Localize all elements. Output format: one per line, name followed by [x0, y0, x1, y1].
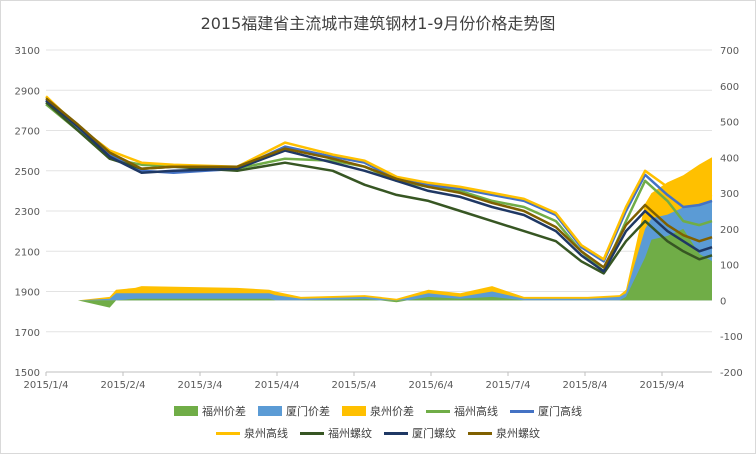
left-tick-label: 2300	[15, 207, 40, 218]
right-tick-label: 400	[720, 153, 739, 164]
legend-row: 福州价差 厦门价差 泉州价差 福州高线 厦门高线	[0, 400, 756, 422]
legend-label: 泉州价差	[370, 405, 414, 418]
legend-label: 泉州高线	[244, 427, 288, 440]
grid-lines	[46, 49, 712, 373]
right-tick-label: -200	[720, 368, 743, 379]
left-tick-label: 3100	[15, 46, 40, 57]
right-tick-label: -100	[720, 332, 743, 343]
right-tick-label: 200	[720, 225, 739, 236]
legend-item: 福州高线	[426, 403, 498, 419]
left-tick-label: 1500	[15, 368, 40, 379]
left-tick-label: 2100	[15, 247, 40, 258]
area-series-0	[46, 157, 712, 301]
legend-item: 厦门价差	[258, 403, 330, 419]
line-series-2	[45, 95, 713, 261]
right-tick-label: 300	[720, 189, 739, 200]
legend-item: 福州螺纹	[300, 425, 372, 441]
x-tick-label: 2015/1/4	[24, 380, 69, 391]
legend-label: 厦门高线	[538, 405, 582, 418]
legend-label: 福州高线	[454, 405, 498, 418]
legend-swatch	[510, 409, 534, 413]
price-lines	[45, 95, 713, 275]
legend-item: 厦门螺纹	[384, 425, 456, 441]
x-tick-label: 2015/4/4	[255, 380, 300, 391]
chart-title: 2015福建省主流城市建筑钢材1-9月份价格走势图	[200, 14, 556, 33]
x-tick-label: 2015/3/4	[178, 380, 223, 391]
legend-item: 厦门高线	[510, 403, 582, 419]
area-series-2	[46, 228, 712, 308]
legend-swatch	[174, 406, 198, 416]
legend-item: 泉州螺纹	[468, 425, 540, 441]
legend-label: 泉州螺纹	[496, 427, 540, 440]
legend-row: 泉州高线 福州螺纹 厦门螺纹 泉州螺纹	[0, 422, 756, 444]
line-series-5	[45, 97, 713, 269]
legend-swatch	[300, 431, 324, 435]
right-tick-label: 0	[720, 296, 726, 307]
legend-swatch	[384, 431, 408, 435]
right-tick-label: 100	[720, 261, 739, 272]
legend-swatch	[342, 406, 366, 416]
x-tick-label: 2015/2/4	[101, 380, 146, 391]
right-tick-label: 500	[720, 118, 739, 129]
x-tick-label: 2015/8/4	[563, 380, 608, 391]
right-tick-label: 600	[720, 82, 739, 93]
left-tick-label: 2700	[15, 127, 40, 138]
legend-item: 泉州高线	[216, 425, 288, 441]
left-axis-ticks: 1500 1700 1900 2100 2300 2500 2700 2900 3100	[15, 46, 40, 379]
legend-item: 泉州价差	[342, 403, 414, 419]
legend-label: 厦门螺纹	[412, 427, 456, 440]
spread-areas	[46, 157, 712, 308]
legend-label: 福州螺纹	[328, 427, 372, 440]
legend-item: 福州价差	[174, 403, 246, 419]
legend-label: 厦门价差	[286, 405, 330, 418]
line-series-4	[45, 99, 713, 273]
left-tick-label: 1700	[15, 328, 40, 339]
left-tick-label: 1900	[15, 288, 40, 299]
line-series-3	[45, 101, 713, 275]
x-tick-label: 2015/5/4	[332, 380, 377, 391]
legend-swatch	[426, 409, 450, 413]
right-axis-ticks: -200 -100 0 100 200 300 400 500 600 700	[720, 46, 743, 379]
legend-label: 福州价差	[202, 405, 246, 418]
left-tick-label: 2900	[15, 86, 40, 97]
x-tick-label: 2015/9/4	[640, 380, 685, 391]
x-tick-label: 2015/6/4	[409, 380, 454, 391]
x-tick-label: 2015/7/4	[486, 380, 531, 391]
legend-swatch	[468, 431, 492, 435]
legend-swatch	[216, 431, 240, 435]
x-axis-ticks: 2015/1/4 2015/2/4 2015/3/4 2015/4/4 2015/5/4…	[24, 372, 685, 391]
right-tick-label: 700	[720, 46, 739, 57]
legend: 福州价差 厦门价差 泉州价差 福州高线 厦门高线泉州高线 福州螺纹 厦门螺纹 泉州螺纹	[0, 400, 756, 444]
line-series-0	[45, 103, 713, 273]
left-tick-label: 2500	[15, 167, 40, 178]
legend-swatch	[258, 406, 282, 416]
